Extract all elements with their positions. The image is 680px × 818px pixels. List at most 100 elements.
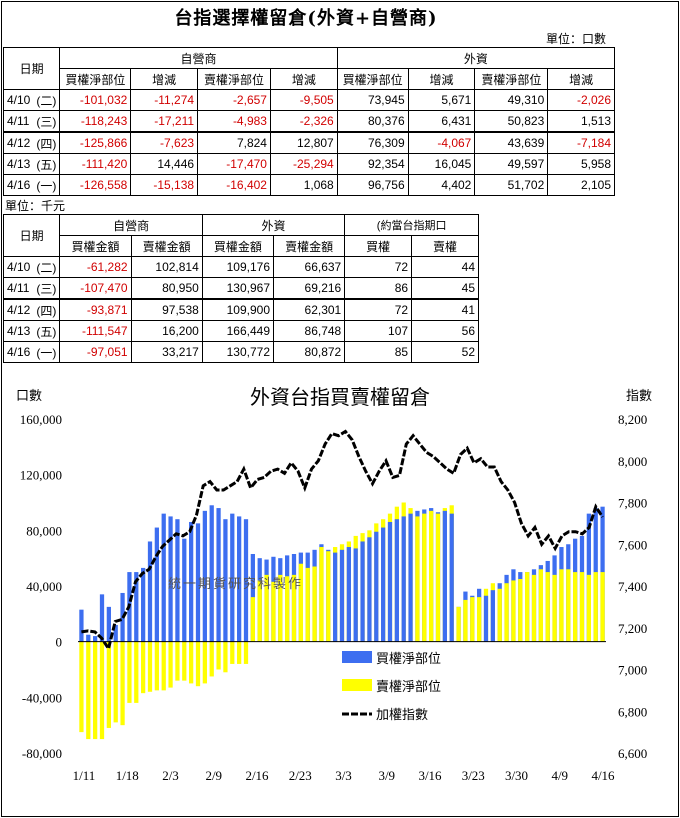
table1-cell: -111,420 [59, 153, 132, 175]
put-bar [223, 641, 228, 673]
call-bar [113, 624, 118, 642]
call-bar [367, 537, 372, 642]
x-tick-label: 3/9 [378, 768, 395, 783]
table2-group-dealer: 自營商 [59, 214, 203, 236]
call-bar [346, 547, 351, 642]
table2-date-header: 日期 [2, 214, 61, 257]
x-tick-label: 3/23 [462, 768, 485, 783]
row-date: 4/16 [3, 341, 34, 363]
table1-cell: -9,505 [269, 89, 338, 111]
table2-cell: 107 [344, 320, 413, 342]
call-bar [353, 548, 358, 642]
put-bar [106, 641, 111, 728]
put-bar [566, 569, 571, 642]
table2-cell: -97,051 [59, 341, 132, 363]
table2-cell: -107,470 [59, 277, 132, 300]
table1-col-header: 增減 [269, 68, 338, 90]
put-bar [525, 572, 530, 642]
chart-title: 外資台指買賣權留倉 [250, 386, 430, 409]
put-bar [511, 580, 516, 642]
table2-cell: 85 [344, 341, 413, 363]
table1-cell: 49,597 [474, 153, 549, 175]
put-bar [285, 576, 290, 642]
table1-cell: 4,402 [407, 174, 476, 196]
put-bar [305, 567, 310, 642]
table1-cell: -118,243 [59, 110, 132, 133]
table1-cell: 96,756 [336, 174, 409, 196]
table2-cell: 97,538 [130, 298, 203, 321]
table2-cell: -93,871 [59, 298, 132, 321]
put-bar [573, 572, 578, 642]
y2-tick-label: 7,400 [618, 579, 647, 594]
table2-cell: -61,282 [59, 256, 132, 278]
table1-cell: -2,657 [197, 89, 271, 111]
row-weekday: (四) [33, 131, 61, 154]
y2-tick-label: 6,600 [618, 746, 647, 761]
call-bar [168, 516, 173, 642]
call-bar [175, 519, 180, 642]
table2-col-header: 買權金額 [201, 235, 275, 257]
table1-cell: -11,274 [130, 89, 199, 111]
row-weekday: (一) [33, 341, 61, 363]
put-bar [600, 572, 605, 642]
x-tick-label: 1/11 [73, 768, 96, 783]
call-bar [134, 572, 139, 642]
put-bar [237, 641, 242, 664]
table1-cell: -16,402 [197, 174, 271, 196]
table2-col-header: 賣權金額 [273, 235, 346, 257]
call-bar [195, 523, 201, 642]
put-bar [586, 574, 591, 642]
call-bar [93, 636, 98, 642]
table1-col-header: 賣權淨部位 [197, 68, 271, 90]
table2-cell: 45 [411, 277, 479, 300]
y-tick-label: 40,000 [26, 579, 62, 594]
table1-row: 4/10 (二) -101,032 -11,274 -2,657 -9,505 73,945… [3, 89, 615, 111]
put-bar [182, 641, 187, 681]
call-bar [141, 567, 146, 642]
put-bar [319, 547, 324, 642]
table2-group-contracts: (約當台指期口 [344, 214, 479, 236]
put-bar [504, 583, 509, 642]
table2-cell: 130,967 [201, 277, 275, 300]
y-tick-label: 0 [56, 635, 63, 650]
y2-axis-label: 指數 [626, 388, 652, 403]
x-tick-label: 3/30 [505, 768, 528, 783]
table1-cell: 73,945 [336, 89, 409, 111]
y-tick-label: 80,000 [26, 523, 62, 538]
call-bar [483, 595, 489, 642]
table2-cell: 86 [344, 277, 413, 300]
row-weekday: (二) [33, 256, 61, 278]
put-bar [147, 641, 153, 692]
table2-row: 4/10 (二) -61,282 102,814 109,176 66,637 72 44 [3, 256, 479, 278]
table2: 日期 自營商 外資 (約當台指期口 買權金額 賣權金額 買權金額 賣權金額 買權 賣權 4… [2, 214, 479, 363]
row-date: 4/16 [3, 174, 34, 196]
row-weekday: (四) [33, 298, 61, 321]
table1-cell: 51,702 [474, 174, 549, 196]
table2-row: 4/11 (三) -107,470 80,950 130,967 69,216 86 45 [3, 277, 479, 300]
table1-cell: -101,032 [59, 89, 132, 111]
table2-row: 4/13 (五) -111,547 16,200 166,449 86,748 107 56 [3, 320, 479, 342]
row-date: 4/13 [3, 153, 34, 175]
put-bar [216, 641, 221, 670]
y2-tick-label: 7,800 [618, 496, 647, 511]
table1-cell: -7,623 [130, 131, 199, 154]
call-bar [106, 606, 111, 642]
table2-cell: 166,449 [201, 320, 275, 342]
table1-cell: 14,446 [130, 153, 199, 175]
call-bar [243, 519, 249, 642]
call-bar [202, 510, 207, 642]
put-bar [435, 513, 441, 642]
table1-cell: -2,326 [269, 110, 338, 133]
table2-cell: 109,176 [201, 256, 275, 278]
table2-row: 4/12 (四) -93,871 97,538 109,900 62,301 72 41 [3, 298, 479, 321]
row-date: 4/12 [3, 131, 34, 154]
row-date: 4/10 [3, 89, 34, 111]
table1-cell: 16,045 [407, 153, 476, 175]
put-bar [477, 597, 482, 642]
put-bar [120, 641, 125, 726]
y2-tick-label: 7,200 [618, 621, 647, 636]
page-title: 台指選擇權留倉(外資+自營商) [174, 8, 438, 29]
table1-unit-label: 單位：口數 [546, 32, 607, 46]
put-bar [175, 641, 180, 681]
